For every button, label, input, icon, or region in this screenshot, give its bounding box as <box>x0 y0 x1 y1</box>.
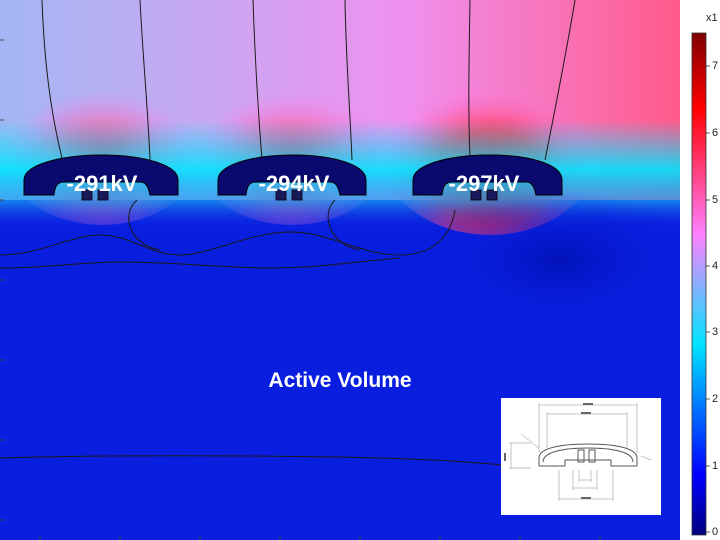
electrode-3-voltage-label: -297kV <box>448 171 520 196</box>
colorbar <box>680 0 720 540</box>
colorbar-tick: 4 <box>712 260 719 272</box>
colorbar-tick: 6 <box>712 127 719 139</box>
electrode-profile-inset <box>501 398 661 515</box>
colorbar-tick: 5 <box>712 194 719 206</box>
electrodes <box>23 154 563 201</box>
colorbar-graphic <box>691 32 710 536</box>
field-map <box>0 0 680 540</box>
electrode-2-voltage-label: -294kV <box>258 171 330 196</box>
colorbar-tick: 7 <box>712 60 719 72</box>
colorbar-tick: 1 <box>712 460 719 472</box>
field-plot <box>0 0 680 540</box>
colorbar-tick: 3 <box>712 326 719 338</box>
colorbar-tick: 2 <box>712 393 719 405</box>
electrode-2 <box>217 154 367 196</box>
colorbar-multiplier: x1 <box>706 12 718 24</box>
profile-drawing <box>504 403 652 501</box>
electrode-1-voltage-label: -291kV <box>66 171 138 196</box>
active-volume-label: Active Volume <box>268 369 412 392</box>
field-lines <box>0 0 576 469</box>
low-field-pocket <box>420 190 680 330</box>
colorbar-tick: 0 <box>712 526 719 538</box>
axis-ticks <box>0 39 601 540</box>
electrode-1 <box>23 154 179 196</box>
electrode-3 <box>412 154 563 196</box>
